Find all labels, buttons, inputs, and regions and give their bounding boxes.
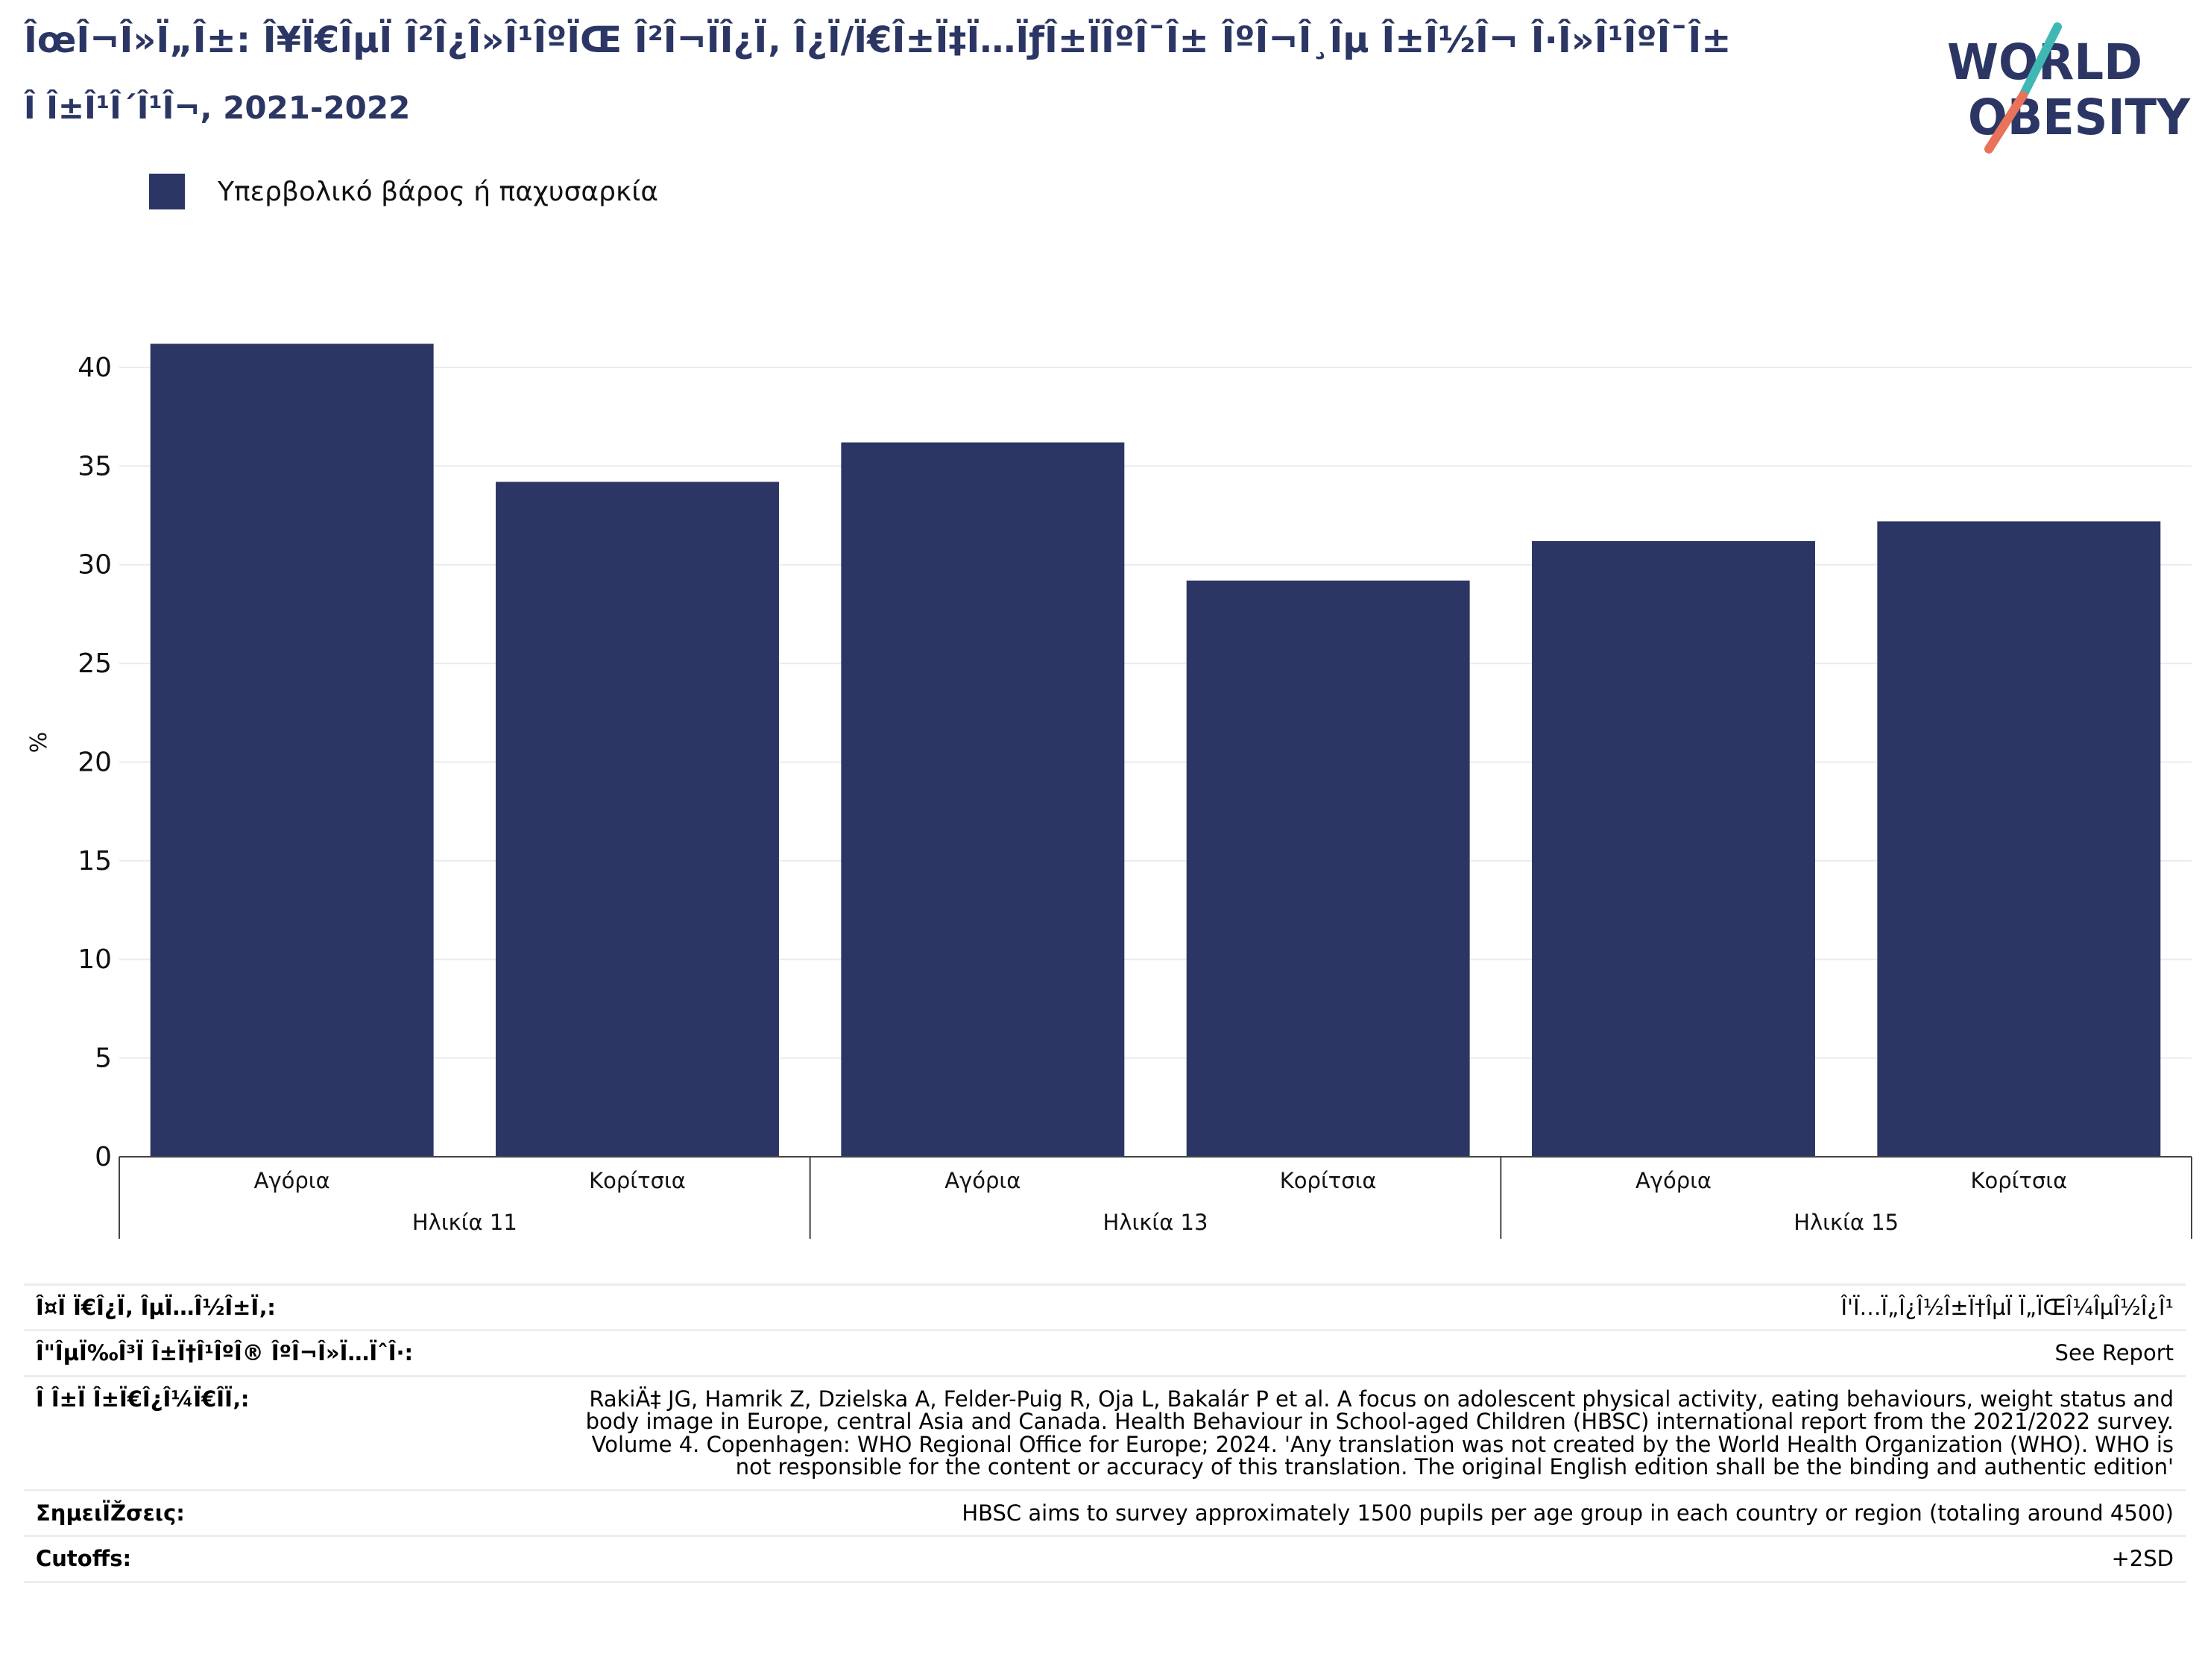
world-obesity-logo: WORLD OBESITY: [1947, 22, 2191, 154]
x-category-label: Αγόρια: [944, 1168, 1021, 1193]
logo-line2: OBESITY: [1968, 89, 2191, 146]
note-label: Î Î±Ï Î±Ï€Î¿Î¼Ï€Î­Ï‚:: [36, 1386, 250, 1412]
y-tick-label: 35: [78, 451, 112, 481]
bar: [150, 344, 434, 1158]
note-row: Î Î±Ï Î±Ï€Î¿Î¼Ï€Î­Ï‚: RakiÄ‡ JG, Hamrik Z…: [24, 1374, 2186, 1489]
y-tick-label: 0: [95, 1142, 112, 1172]
y-tick-label: 20: [78, 747, 112, 777]
x-group-label: Ηλικία 13: [1103, 1210, 1208, 1235]
note-value: Î'Ï…Ï„Î¿Î½Î±Ï†ÎµÏ Ï„ÏŒÎ¼ÎµÎ½Î¿Î¹: [1840, 1295, 2174, 1320]
note-value: +2SD: [2111, 1546, 2174, 1572]
y-tick-label: 10: [78, 944, 112, 975]
note-label: Î"ÎµÏ‰Î³Ï Î±Ï†Î¹ÎºÎ® ÎºÎ¬Î»Ï…ÏˆÎ·:: [36, 1340, 414, 1366]
legend: Υπερβολικό βάρος ή παχυσαρκία: [149, 173, 658, 210]
axes: 0 5 10 15 20 25 30 35 40 Αγόρια Κορίτσια Αγόρια Κορί…: [78, 353, 2192, 1239]
y-axis-label: %: [26, 732, 52, 754]
bar: [841, 442, 1125, 1157]
chart-subtitle: Î Î±Î¹Î´Î¹Î¬, 2021-2022: [24, 89, 411, 126]
chart-title: ÎœÎ¬Î»Ï„Î±: Î¥Ï€ÎµÏ Î²Î¿Î»Î¹ÎºÏŒ Î²Î¬ÏÎ¿…: [24, 19, 1732, 61]
x-category-label: Κορίτσια: [1970, 1168, 2067, 1193]
logo-line1-prefix: W: [1947, 34, 1999, 91]
note-row: Î¤Ï Ï€Î¿Ï‚ ÎµÏ…Î½Î±Ï‚: Î'Ï…Ï„Î¿Î½Î±Ï†ÎµÏ …: [24, 1283, 2186, 1329]
notes-table: Î¤Ï Ï€Î¿Ï‚ ÎµÏ…Î½Î±Ï‚: Î'Ï…Ï„Î¿Î½Î±Ï†ÎµÏ …: [24, 1283, 2186, 1583]
note-label: Î¤Ï Ï€Î¿Ï‚ ÎµÏ…Î½Î±Ï‚:: [36, 1295, 276, 1320]
x-category-label: Αγόρια: [254, 1168, 330, 1193]
logo-line1: WORLD: [1947, 34, 2142, 91]
x-group-label: Ηλικία 11: [412, 1210, 517, 1235]
bars: [150, 344, 2161, 1158]
note-value: RakiÄ‡ JG, Hamrik Z, Dzielska A, Felder-…: [585, 1386, 2174, 1480]
note-value: HBSC aims to survey approximately 1500 p…: [962, 1500, 2174, 1526]
logo-slash-coral: [1984, 91, 2028, 154]
note-row: Cutoffs: +2SD: [24, 1535, 2186, 1583]
y-tick-label: 5: [95, 1043, 112, 1074]
bar: [496, 481, 779, 1157]
note-row: ΣημειÏŽσεις: HBSC aims to survey approxim…: [24, 1488, 2186, 1535]
note-row: Î"ÎµÏ‰Î³Ï Î±Ï†Î¹ÎºÎ® ÎºÎ¬Î»Ï…ÏˆÎ·: See Re…: [24, 1329, 2186, 1374]
x-category-label: Αγόρια: [1635, 1168, 1712, 1193]
gridlines: [119, 366, 2192, 1059]
note-value: See Report: [2054, 1340, 2174, 1366]
note-label: ΣημειÏŽσεις:: [36, 1500, 185, 1526]
x-category-label: Κορίτσια: [589, 1168, 686, 1193]
y-tick-label: 15: [78, 846, 112, 877]
logo-slash-teal: [2019, 22, 2062, 100]
bar: [1186, 580, 1470, 1157]
legend-label: Υπερβολικό βάρος ή παχυσαρκία: [218, 176, 659, 207]
note-label: Cutoffs:: [36, 1546, 132, 1572]
bar: [1532, 540, 1815, 1157]
logo-line1-suffix: RLD: [2038, 34, 2142, 91]
y-tick-label: 30: [78, 550, 112, 581]
logo-line2-suffix: BESITY: [2007, 89, 2191, 146]
x-group-label: Ηλικία 15: [1794, 1210, 1899, 1235]
y-tick-label: 25: [78, 648, 112, 679]
y-tick-label: 40: [78, 353, 112, 383]
x-category-label: Κορίτσια: [1280, 1168, 1377, 1193]
bar-chart: 0 5 10 15 20 25 30 35 40 Αγόρια Κορίτσια Αγόρια Κορί…: [26, 344, 2192, 1239]
bar: [1877, 521, 2161, 1157]
legend-swatch: [149, 174, 185, 209]
